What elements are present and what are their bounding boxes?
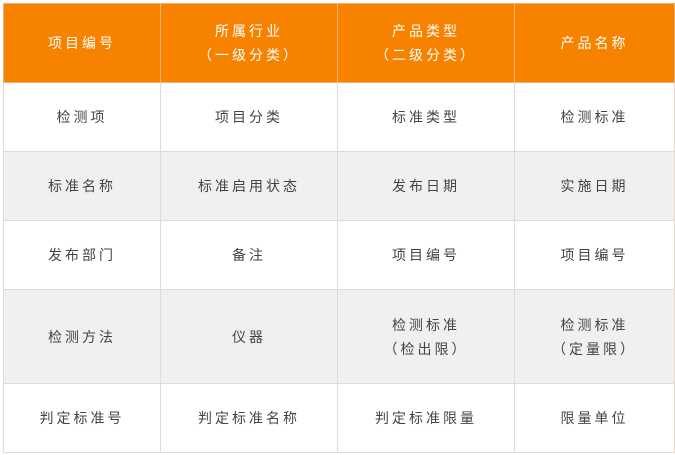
table-cell: 判定标准号 bbox=[3, 383, 161, 453]
table-cell: 检测项 bbox=[3, 82, 161, 152]
cell-text: 检测项 bbox=[56, 109, 108, 125]
cell-text: 发布部门 bbox=[48, 247, 116, 263]
field-table: 项目编号 所属行业 （一级分类） 产品类型 （二级分类） 产品名称 检测项 项目分类 标准类型… bbox=[3, 3, 675, 453]
column-header: 项目编号 bbox=[3, 3, 161, 83]
table-cell: 标准类型 bbox=[337, 82, 515, 152]
table-row: 检测项 项目分类 标准类型 检测标准 bbox=[3, 82, 675, 152]
table-cell: 判定标准限量 bbox=[337, 383, 515, 453]
column-header: 产品类型 （二级分类） bbox=[337, 3, 515, 83]
table-row: 判定标准号 判定标准名称 判定标准限量 限量单位 bbox=[3, 383, 675, 453]
table-cell: 检测标准 （检出限） bbox=[337, 289, 515, 384]
cell-text: 项目编号 bbox=[48, 35, 116, 51]
table-cell: 检测标准 bbox=[514, 82, 675, 152]
table-cell: 判定标准名称 bbox=[160, 383, 338, 453]
cell-text: 检测标准 bbox=[560, 316, 629, 333]
table-row: 发布部门 备注 项目编号 项目编号 bbox=[3, 220, 675, 290]
cell-text: 检测方法 bbox=[48, 328, 116, 345]
table-cell: 检测方法 bbox=[3, 289, 161, 384]
table-cell: 实施日期 bbox=[514, 151, 675, 221]
table-cell: 发布部门 bbox=[3, 220, 161, 290]
cell-text: 项目编号 bbox=[392, 247, 460, 263]
table-cell: 项目编号 bbox=[337, 220, 515, 290]
cell-text: （一级分类） bbox=[198, 47, 300, 63]
header-row: 项目编号 所属行业 （一级分类） 产品类型 （二级分类） 产品名称 bbox=[3, 3, 675, 83]
cell-text: 限量单位 bbox=[560, 410, 629, 426]
cell-text: 判定标准名称 bbox=[198, 410, 300, 426]
cell-text: 所属行业 bbox=[215, 23, 283, 39]
table-cell: 项目编号 bbox=[514, 220, 675, 290]
cell-text: 产品名称 bbox=[560, 35, 629, 51]
cell-text: 标准名称 bbox=[48, 178, 116, 194]
cell-text: 发布日期 bbox=[392, 178, 460, 194]
cell-text: 项目分类 bbox=[215, 109, 283, 125]
table-cell: 仪器 bbox=[160, 289, 338, 384]
cell-text: 检测标准 bbox=[392, 316, 460, 333]
cell-text: 标准启用状态 bbox=[198, 178, 300, 194]
table-cell: 限量单位 bbox=[514, 383, 675, 453]
cell-text: （定量限） bbox=[552, 340, 637, 357]
table-cell: 标准启用状态 bbox=[160, 151, 338, 221]
column-header: 所属行业 （一级分类） bbox=[160, 3, 338, 83]
cell-text: （二级分类） bbox=[375, 47, 477, 63]
table-cell: 标准名称 bbox=[3, 151, 161, 221]
cell-text: 产品类型 bbox=[392, 23, 460, 39]
cell-text: 仪器 bbox=[232, 328, 266, 345]
cell-text: 检测标准 bbox=[560, 109, 629, 125]
cell-text: （检出限） bbox=[383, 340, 469, 357]
table-cell: 项目分类 bbox=[160, 82, 338, 152]
table-cell: 备注 bbox=[160, 220, 338, 290]
table-cell: 检测标准 （定量限） bbox=[514, 289, 675, 384]
cell-text: 判定标准号 bbox=[39, 410, 125, 426]
cell-text: 判定标准限量 bbox=[375, 410, 477, 426]
cell-text: 标准类型 bbox=[392, 109, 460, 125]
cell-text: 实施日期 bbox=[560, 178, 629, 194]
table-cell: 发布日期 bbox=[337, 151, 515, 221]
column-header: 产品名称 bbox=[514, 3, 675, 83]
table-row: 检测方法 仪器 检测标准 （检出限） 检测标准 （定量限） bbox=[3, 289, 675, 384]
cell-text: 备注 bbox=[232, 247, 266, 263]
table-row: 标准名称 标准启用状态 发布日期 实施日期 bbox=[3, 151, 675, 221]
cell-text: 项目编号 bbox=[560, 247, 629, 263]
